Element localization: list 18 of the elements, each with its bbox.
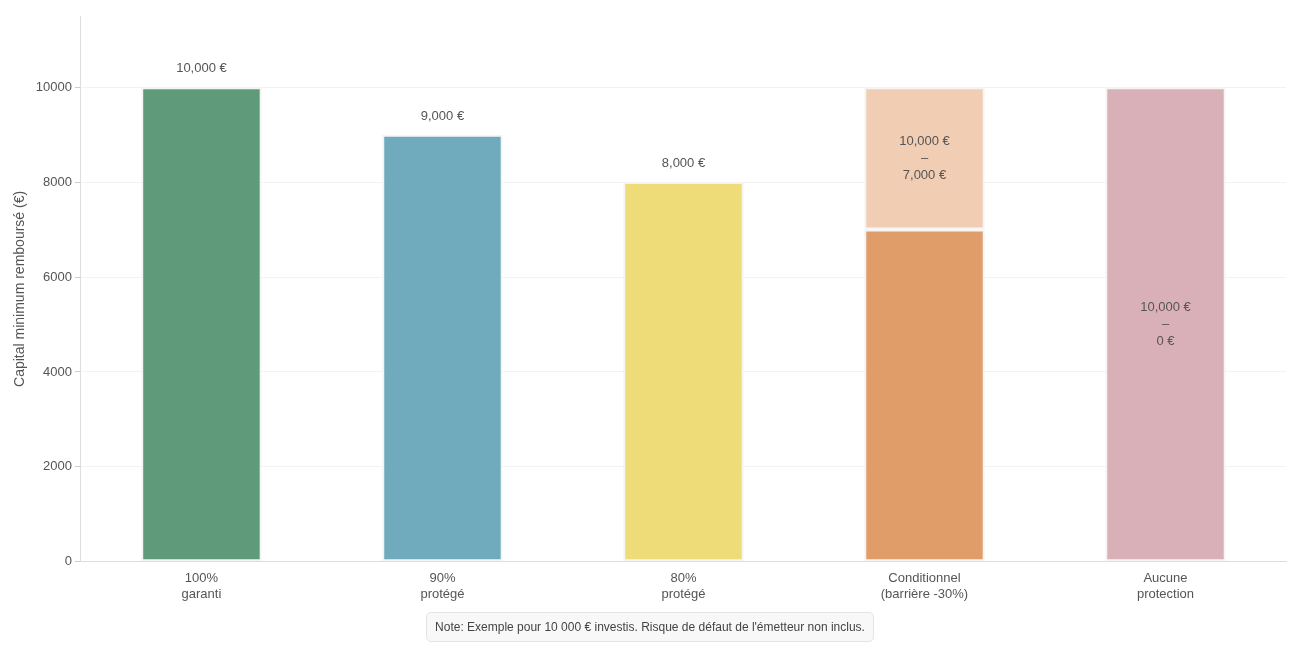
x-tick-label: Conditionnel (barrière -30%) [880, 570, 969, 601]
data-label: 10,000 € [176, 60, 228, 76]
x-tick-label: Aucune protection [1136, 570, 1195, 601]
annotation: 10,000 € – 0 € [1140, 298, 1192, 348]
x-tick-label: 100% garanti [181, 570, 222, 601]
y-tick-label: 6000 [43, 268, 72, 284]
x-tick-label: 90% protégé [420, 570, 465, 601]
data-label: 8,000 € [661, 155, 706, 171]
y-axis-title: Capital minimum remboursé (€) [11, 190, 28, 387]
y-tick-label: 0 [64, 553, 72, 569]
x-tick-label: 80% protégé [661, 570, 706, 601]
annotation: 10,000 € – 7,000 € [899, 132, 951, 182]
text: Note: Exemple pour 10 000 € investis. Risque de défaut de l'émetteur non inclus. [426, 612, 874, 642]
y-tick-label: 10000 [35, 78, 72, 94]
y-tick-label: 8000 [43, 173, 72, 189]
y-tick-label: 4000 [43, 363, 72, 379]
data-label: 9,000 € [420, 107, 465, 123]
y-tick-label: 2000 [43, 458, 72, 474]
